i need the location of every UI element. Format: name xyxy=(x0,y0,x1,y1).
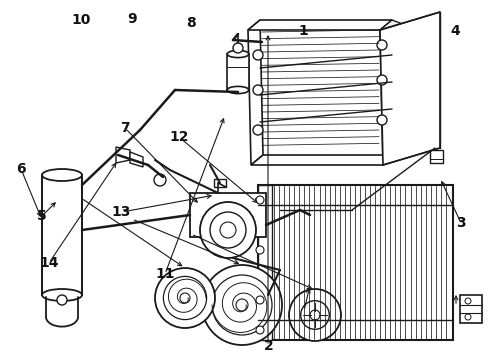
Circle shape xyxy=(180,293,190,303)
Text: 1: 1 xyxy=(299,24,309,37)
Circle shape xyxy=(301,301,329,329)
Text: 6: 6 xyxy=(16,162,25,176)
Polygon shape xyxy=(116,147,130,163)
Polygon shape xyxy=(430,150,443,163)
Text: 5: 5 xyxy=(37,209,47,223)
Text: 11: 11 xyxy=(156,267,175,280)
Text: 10: 10 xyxy=(71,13,91,27)
Circle shape xyxy=(253,85,263,95)
Text: 9: 9 xyxy=(127,12,137,26)
Polygon shape xyxy=(251,155,395,165)
Ellipse shape xyxy=(42,169,82,181)
Circle shape xyxy=(256,246,264,254)
Circle shape xyxy=(57,295,67,305)
Text: 2: 2 xyxy=(264,339,273,352)
Circle shape xyxy=(200,202,256,258)
Text: 13: 13 xyxy=(112,206,131,219)
Text: 7: 7 xyxy=(120,121,130,135)
Text: 12: 12 xyxy=(169,130,189,144)
Ellipse shape xyxy=(227,50,249,58)
Circle shape xyxy=(465,314,471,320)
Bar xyxy=(227,54,249,90)
Circle shape xyxy=(289,289,341,341)
Circle shape xyxy=(210,212,246,248)
Circle shape xyxy=(220,222,236,238)
Text: 3: 3 xyxy=(456,216,466,230)
Text: 14: 14 xyxy=(39,256,59,270)
Circle shape xyxy=(310,310,320,320)
Circle shape xyxy=(155,268,215,328)
Polygon shape xyxy=(248,20,392,30)
Polygon shape xyxy=(248,20,263,165)
Bar xyxy=(42,175,82,295)
Circle shape xyxy=(377,40,387,50)
Ellipse shape xyxy=(227,86,249,94)
Circle shape xyxy=(256,296,264,304)
Polygon shape xyxy=(380,20,440,52)
Circle shape xyxy=(236,299,248,311)
Circle shape xyxy=(154,174,166,186)
Text: 4: 4 xyxy=(451,24,461,37)
Circle shape xyxy=(253,125,263,135)
Circle shape xyxy=(256,196,264,204)
Circle shape xyxy=(253,50,263,60)
Polygon shape xyxy=(380,12,440,165)
Circle shape xyxy=(377,75,387,85)
Polygon shape xyxy=(258,185,272,340)
Bar xyxy=(214,179,226,187)
Polygon shape xyxy=(460,295,482,323)
Circle shape xyxy=(377,115,387,125)
Circle shape xyxy=(212,275,272,335)
Text: 8: 8 xyxy=(186,17,196,30)
Bar xyxy=(258,185,453,340)
Polygon shape xyxy=(380,20,395,165)
Circle shape xyxy=(233,43,243,53)
Circle shape xyxy=(163,276,207,320)
Bar xyxy=(190,193,266,237)
Circle shape xyxy=(256,326,264,334)
Ellipse shape xyxy=(42,289,82,301)
Circle shape xyxy=(465,298,471,304)
Circle shape xyxy=(202,265,282,345)
Polygon shape xyxy=(130,152,143,167)
